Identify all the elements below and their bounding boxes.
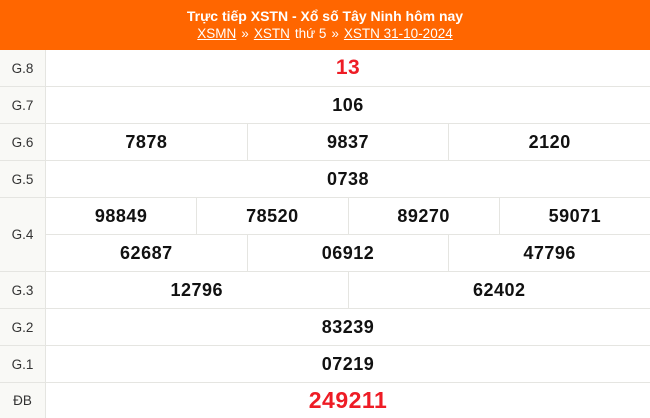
prize-number: 47796 [448,235,650,271]
table-subrow: 62687 06912 47796 [46,235,650,271]
prize-number: 89270 [347,198,499,234]
prize-number: 59071 [498,198,650,234]
breadcrumb-separator: » [241,26,249,41]
prize-label: G.3 [0,272,46,308]
breadcrumb-link-xstn[interactable]: XSTN [253,26,290,41]
prize-label: G.2 [0,309,46,345]
prize-number: 62687 [46,235,247,271]
page-header: Trực tiếp XSTN - Xổ số Tây Ninh hôm nay … [0,0,650,50]
prize-label: ĐB [0,383,46,418]
table-row-g7: G.7 106 [0,87,650,124]
table-row-g3: G.3 12796 62402 [0,272,650,309]
prize-number-special: 249211 [46,383,650,418]
page-title: Trực tiếp XSTN - Xổ số Tây Ninh hôm nay [186,8,464,24]
breadcrumb-weekday: thứ 5 [294,26,327,41]
prize-number: 12796 [46,272,348,308]
table-subrow: 98849 78520 89270 59071 [46,198,650,235]
prize-number: 98849 [46,198,197,234]
prize-number: 07219 [46,346,650,382]
breadcrumb: XSMN » XSTN thứ 5 » XSTN 31-10-2024 [197,26,452,42]
prize-number: 0738 [46,161,650,197]
table-row-g4: G.4 98849 78520 89270 59071 62687 06912 … [0,198,650,272]
prize-label: G.1 [0,346,46,382]
results-table: G.8 13 G.7 106 G.6 7878 9837 2120 G.5 [0,50,650,418]
prize-number: 9837 [246,124,449,160]
table-row-g1: G.1 07219 [0,346,650,383]
prize-number: 13 [46,50,650,86]
table-row-db: ĐB 249211 [0,383,650,418]
table-row-g8: G.8 13 [0,50,650,87]
breadcrumb-link-xsmn[interactable]: XSMN [197,26,237,41]
breadcrumb-separator: » [331,26,339,41]
prize-label: G.7 [0,87,46,123]
prize-number: 2120 [448,124,650,160]
prize-number: 83239 [46,309,650,345]
prize-number: 06912 [246,235,449,271]
prize-number: 78520 [196,198,348,234]
prize-number: 62402 [347,272,650,308]
prize-label: G.6 [0,124,46,160]
prize-label: G.8 [0,50,46,86]
table-row-g5: G.5 0738 [0,161,650,198]
breadcrumb-link-date[interactable]: XSTN 31-10-2024 [343,26,453,41]
table-row-g6: G.6 7878 9837 2120 [0,124,650,161]
prize-label: G.5 [0,161,46,197]
table-row-g2: G.2 83239 [0,309,650,346]
prize-label: G.4 [0,198,46,271]
prize-number: 106 [46,87,650,123]
prize-number: 7878 [46,124,247,160]
